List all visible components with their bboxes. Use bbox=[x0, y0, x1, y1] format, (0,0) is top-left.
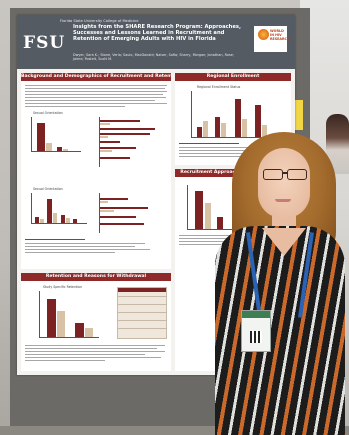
sun-logo-icon bbox=[258, 29, 269, 40]
partner-logo-text: WORLD IN HIV RESEARCH bbox=[270, 29, 290, 41]
poster-title: Insights from the SHARE Research Program… bbox=[73, 24, 241, 43]
glasses-right-lens bbox=[287, 169, 307, 180]
section-heading: Background and Demographics of Recruitme… bbox=[21, 73, 171, 81]
badge-stripe bbox=[242, 311, 270, 318]
chart-title-left-mid: Sexual Orientation bbox=[33, 187, 63, 191]
chart-title-retention: Study Specific Retention bbox=[43, 285, 83, 289]
poster-header: Florida State University College of Medi… bbox=[17, 15, 295, 69]
chart-title-left-top: Sexual Orientation bbox=[33, 111, 63, 115]
striped-top bbox=[215, 226, 345, 435]
floor bbox=[0, 426, 349, 435]
chart-title-regional: Regional Enrollment Status bbox=[197, 85, 241, 89]
name-badge bbox=[241, 310, 271, 352]
partner-logo: WORLD IN HIV RESEARCH bbox=[254, 26, 290, 52]
smile bbox=[275, 199, 291, 202]
glasses-bridge bbox=[282, 172, 288, 174]
fsu-logo: FSU bbox=[23, 33, 66, 53]
face bbox=[258, 148, 310, 218]
section-heading: Regional Enrollment bbox=[175, 73, 291, 81]
background-section: Background and Demographics of Recruitme… bbox=[21, 73, 171, 269]
retention-section: Retention and Reasons for Withdrawal Stu… bbox=[21, 273, 171, 371]
qr-code-icon bbox=[250, 331, 262, 343]
background-person bbox=[326, 114, 349, 174]
poster-authors: Dwyer, Sara K.; Stone, Verla; Saulo, Mac… bbox=[73, 53, 234, 61]
section-heading: Retention and Reasons for Withdrawal bbox=[21, 273, 171, 281]
glasses-left-lens bbox=[263, 169, 283, 180]
poster-college: Florida State University College of Medi… bbox=[60, 19, 139, 23]
